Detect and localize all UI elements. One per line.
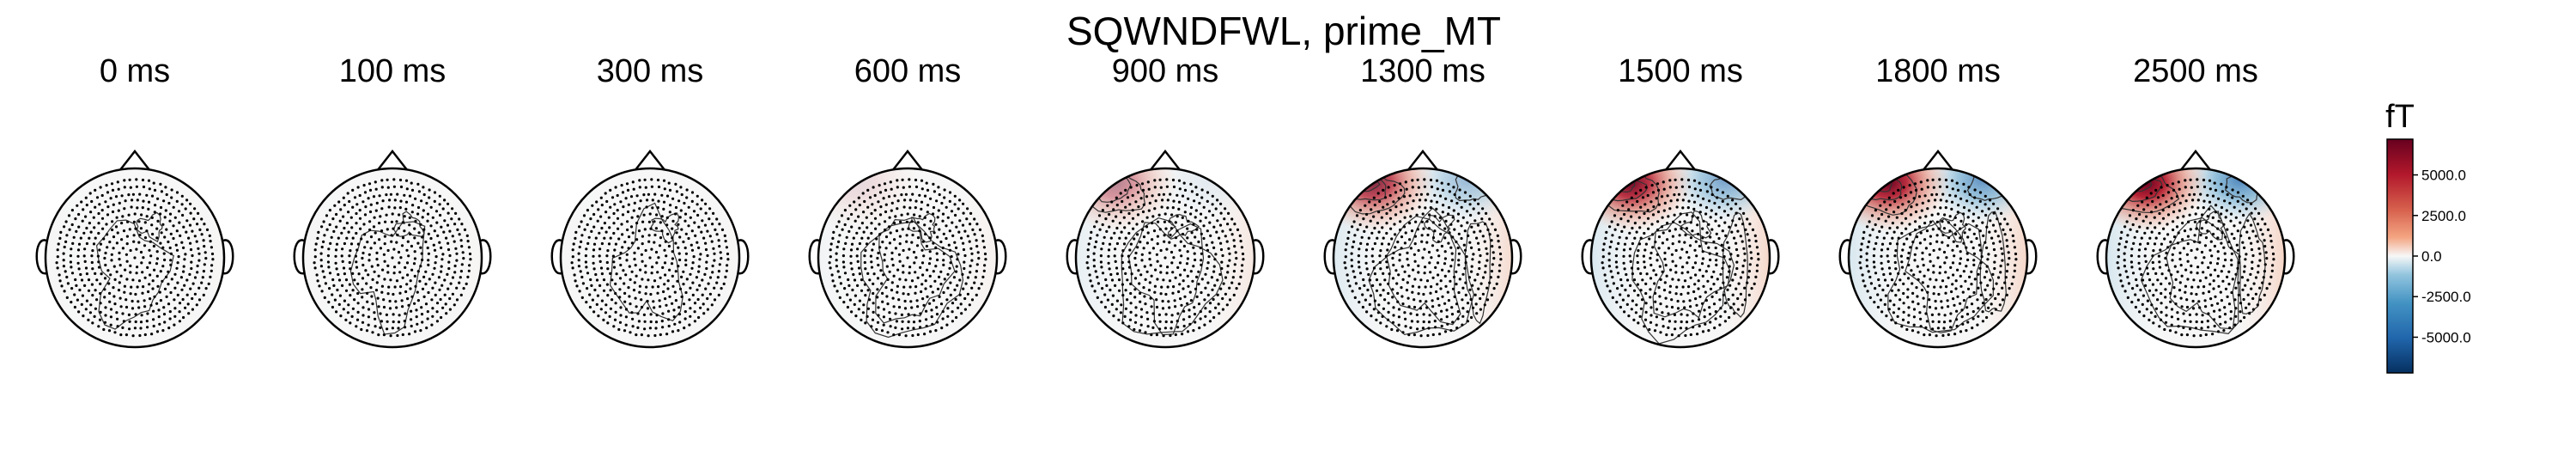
head-outline	[301, 167, 483, 349]
contours	[95, 211, 174, 330]
left-ear-icon	[1066, 239, 1078, 275]
sensor-dots	[1343, 178, 1503, 338]
nose-icon	[2179, 149, 2212, 172]
colorbar-tick-label: -5000.0	[2421, 329, 2471, 345]
left-ear-icon	[1838, 239, 1850, 275]
left-ear-icon	[1323, 239, 1335, 275]
time-label: 300 ms	[597, 53, 704, 89]
sensor-dots	[55, 178, 215, 338]
topomap-3: 600 ms	[808, 53, 1007, 349]
right-ear-icon	[1510, 239, 1522, 275]
nose-icon	[891, 149, 924, 172]
sensor-dots	[1858, 178, 2018, 338]
colorbar-unit-label: fT	[2385, 99, 2415, 135]
topomap-panels: 0 ms 100 ms 300 ms 600 ms 900 ms 1300 ms 1500 …	[35, 53, 2295, 349]
topomap-1: 100 ms	[293, 53, 492, 349]
time-label: 100 ms	[339, 53, 447, 89]
sensor-dots	[2116, 178, 2275, 338]
head-outline	[44, 167, 226, 349]
left-ear-icon	[1581, 239, 1593, 275]
head-outline	[2105, 167, 2287, 349]
right-ear-icon	[1768, 239, 1780, 275]
time-label: 600 ms	[854, 53, 962, 89]
sensor-dots	[313, 178, 472, 338]
time-label: 900 ms	[1112, 53, 1219, 89]
left-ear-icon	[293, 239, 305, 275]
sensor-dots	[828, 178, 987, 338]
left-ear-icon	[808, 239, 820, 275]
colorbar-tick-label: 5000.0	[2421, 168, 2466, 184]
head-outline	[1589, 167, 1771, 349]
topomap-6: 1500 ms	[1581, 53, 1780, 349]
time-label: 1800 ms	[1875, 53, 2001, 89]
sensor-dots	[1601, 178, 1760, 338]
time-label: 2500 ms	[2133, 53, 2258, 89]
colorbar-gradient	[2386, 138, 2414, 374]
colorbar-tick-label: -2500.0	[2421, 289, 2471, 305]
nose-icon	[1149, 149, 1182, 172]
nose-icon	[376, 149, 409, 172]
time-label: 0 ms	[100, 53, 170, 89]
time-label: 1500 ms	[1618, 53, 1743, 89]
topomap-0: 0 ms	[35, 53, 234, 349]
left-ear-icon	[2096, 239, 2108, 275]
topomap-4: 900 ms	[1066, 53, 1265, 349]
left-ear-icon	[550, 239, 562, 275]
topomap-7: 1800 ms	[1838, 53, 2038, 349]
topomap-8: 2500 ms	[2096, 53, 2295, 349]
head-outline	[1847, 167, 2029, 349]
right-ear-icon	[2026, 239, 2038, 275]
nose-icon	[634, 149, 666, 172]
left-ear-icon	[35, 239, 47, 275]
head-outline	[1074, 167, 1256, 349]
right-ear-icon	[738, 239, 750, 275]
time-label: 1300 ms	[1360, 53, 1485, 89]
sensor-dots	[570, 178, 730, 338]
right-ear-icon	[995, 239, 1007, 275]
nose-icon	[118, 149, 151, 172]
colorbar-tick-label: 0.0	[2421, 248, 2442, 265]
right-ear-icon	[2283, 239, 2295, 275]
right-ear-icon	[222, 239, 234, 275]
topomap-5: 1300 ms	[1323, 53, 1522, 349]
right-ear-icon	[480, 239, 492, 275]
nose-icon	[1664, 149, 1697, 172]
topomap-2: 300 ms	[550, 53, 750, 349]
head-outline	[817, 167, 999, 349]
head-outline	[559, 167, 741, 349]
contours	[1084, 171, 1224, 336]
contours	[349, 211, 426, 335]
sensor-dots	[1085, 178, 1245, 338]
nose-icon	[1406, 149, 1439, 172]
colorbar: fT 5000.0 2500.0 0.0 -2500.0 -5000.0	[2385, 99, 2471, 374]
figure-title: SQWNDFWL, prime_MT	[1066, 9, 1501, 53]
head-outline	[1332, 167, 1514, 349]
colorbar-tick-label: 2500.0	[2421, 208, 2466, 224]
nose-icon	[1922, 149, 1954, 172]
right-ear-icon	[1253, 239, 1265, 275]
